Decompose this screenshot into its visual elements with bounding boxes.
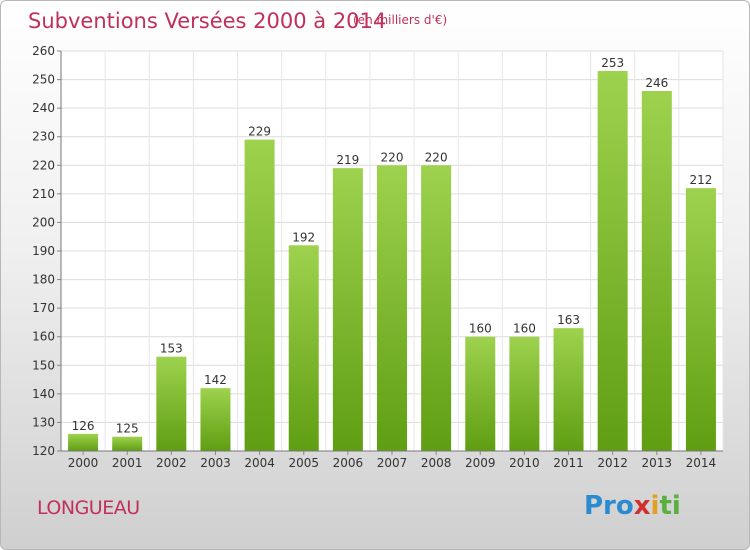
data-label: 246 xyxy=(645,76,668,90)
x-tick-label: 2005 xyxy=(288,456,319,470)
logo-part: x xyxy=(633,491,651,521)
y-tick-label: 260 xyxy=(32,44,55,58)
y-tick-label: 220 xyxy=(32,158,55,172)
bar xyxy=(597,71,628,451)
data-label: 160 xyxy=(513,322,536,336)
bar xyxy=(68,433,99,451)
y-tick-label: 210 xyxy=(32,187,55,201)
x-tick-label: 2013 xyxy=(642,456,673,470)
bar xyxy=(685,188,716,451)
x-tick-label: 2012 xyxy=(597,456,628,470)
axes xyxy=(57,50,723,455)
x-tick-label: 2007 xyxy=(377,456,408,470)
x-tick-label: 2000 xyxy=(68,456,99,470)
bar xyxy=(641,91,672,451)
bar xyxy=(509,336,540,451)
bar xyxy=(377,165,407,452)
bar xyxy=(465,336,496,451)
y-tick-label: 170 xyxy=(32,301,55,315)
data-label: 253 xyxy=(601,56,624,70)
y-tick-label: 240 xyxy=(32,101,55,115)
x-tick-label: 2009 xyxy=(465,456,496,470)
x-tick-label: 2010 xyxy=(509,456,540,470)
data-label: 125 xyxy=(116,422,139,436)
x-tick-label: 2003 xyxy=(200,456,231,470)
x-tick-label: 2014 xyxy=(686,456,717,470)
bar xyxy=(244,139,275,452)
data-label: 163 xyxy=(557,313,580,327)
chart-subtitle: (en milliers d'€) xyxy=(353,13,448,27)
data-label: 220 xyxy=(381,150,404,164)
x-tick-label: 2004 xyxy=(244,456,275,470)
bar xyxy=(288,245,319,451)
y-tick-label: 230 xyxy=(32,130,55,144)
data-label: 229 xyxy=(248,125,271,139)
y-tick-label: 160 xyxy=(32,330,55,344)
bars xyxy=(68,71,716,452)
y-tick-label: 140 xyxy=(32,387,55,401)
bar xyxy=(112,436,143,451)
proxiti-logo: Proxiti xyxy=(584,491,681,521)
y-tick-label: 180 xyxy=(32,273,55,287)
y-tick-label: 200 xyxy=(32,215,55,229)
data-label: 192 xyxy=(292,230,315,244)
y-tick-label: 190 xyxy=(32,244,55,258)
x-tick-label: 2008 xyxy=(421,456,452,470)
chart-title: Subventions Versées 2000 à 2014 xyxy=(28,9,387,33)
y-tick-label: 120 xyxy=(32,444,55,458)
data-label: 220 xyxy=(425,150,448,164)
place-name: LONGUEAU xyxy=(37,497,140,519)
y-tick-label: 150 xyxy=(32,358,55,372)
data-label: 212 xyxy=(689,173,712,187)
bar xyxy=(332,168,363,451)
bar xyxy=(156,356,187,451)
x-tick-label: 2001 xyxy=(112,456,143,470)
bar xyxy=(421,165,452,452)
y-tick-label: 130 xyxy=(32,415,55,429)
x-tick-label: 2011 xyxy=(553,456,584,470)
data-label: 126 xyxy=(72,419,95,433)
x-tick-label: 2002 xyxy=(156,456,187,470)
x-tick-label: 2006 xyxy=(333,456,364,470)
data-label: 142 xyxy=(204,373,227,387)
logo-part: Pro xyxy=(584,491,634,521)
bar xyxy=(200,388,231,451)
data-label: 160 xyxy=(469,322,492,336)
logo-part: ti xyxy=(659,491,681,521)
data-label: 153 xyxy=(160,342,183,356)
y-tick-label: 250 xyxy=(32,73,55,87)
bar xyxy=(553,328,584,451)
logo-part: i xyxy=(650,491,660,521)
data-label: 219 xyxy=(336,153,359,167)
tick-labels: 120 130 140 150 160 170 180 190 200 210 220 230 240 2… xyxy=(32,44,716,470)
